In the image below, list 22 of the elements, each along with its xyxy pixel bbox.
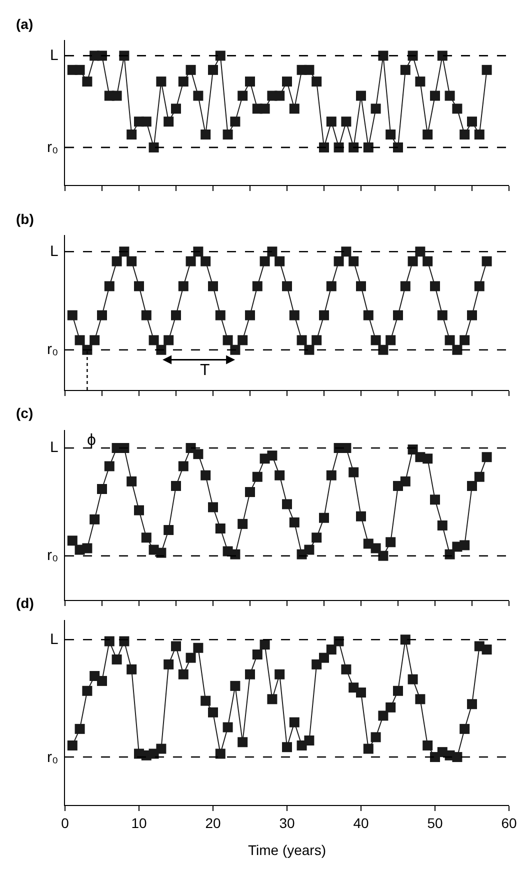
annotation: T	[200, 362, 210, 379]
chart-title: (a)	[16, 16, 34, 32]
chart-title: (d)	[16, 595, 34, 611]
x-tick-label: 50	[427, 814, 443, 831]
ref-line-label: r₀	[47, 341, 58, 358]
ref-line-label: L	[50, 47, 58, 64]
x-tick-label: 20	[205, 814, 221, 831]
ref-line-label: L	[50, 631, 58, 648]
x-tick-label: 10	[131, 814, 147, 831]
ref-line-label: r₀	[47, 547, 58, 564]
x-tick-label: 40	[353, 814, 369, 831]
chart-title: (c)	[16, 405, 34, 421]
ref-line-label: r₀	[47, 749, 58, 766]
chart-title: (b)	[16, 211, 34, 227]
x-axis-title: Time (years)	[248, 842, 326, 858]
x-tick-label: 0	[61, 814, 70, 831]
ref-line-label: L	[50, 439, 58, 456]
x-tick-label: 60	[501, 814, 517, 831]
x-tick-label: 30	[279, 814, 295, 831]
ref-line-label: L	[50, 243, 58, 260]
ref-line-label: r₀	[47, 139, 58, 156]
annotation: ϕ	[87, 432, 96, 449]
